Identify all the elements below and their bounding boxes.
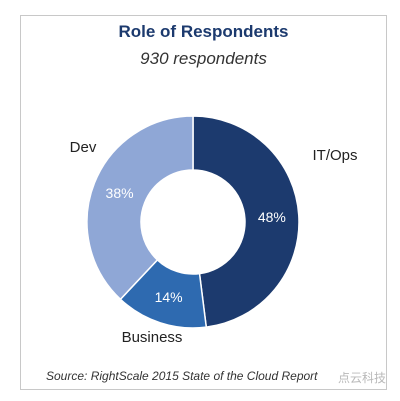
slice-it-ops — [192, 115, 300, 329]
slice-dev — [86, 115, 194, 301]
chart-title: Role of Respondents — [118, 22, 289, 41]
value-label-it-ops: 48% — [258, 209, 286, 225]
category-label-business: Business — [122, 329, 183, 346]
value-label-business: 14% — [155, 289, 183, 305]
category-label-it-ops: IT/Ops — [312, 147, 357, 164]
source-note: Source: RightScale 2015 State of the Clo… — [46, 369, 318, 383]
watermark: 点云科技 — [337, 371, 386, 385]
chart-subtitle: 930 respondents — [140, 49, 267, 68]
value-label-dev: 38% — [106, 185, 134, 201]
category-label-dev: Dev — [70, 139, 97, 156]
